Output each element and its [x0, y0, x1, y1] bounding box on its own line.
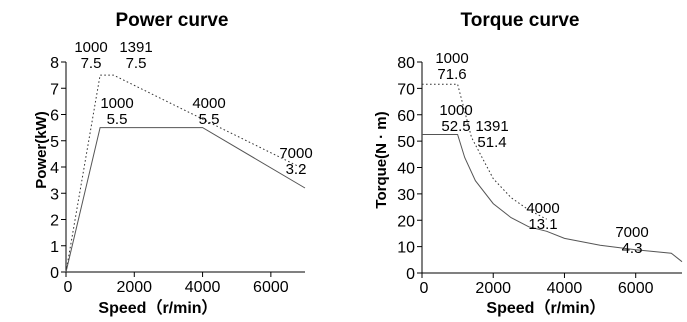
t-x-tick-label: 4000: [547, 280, 583, 297]
t-y-tick-label: 30: [397, 187, 415, 204]
p-y-tick-label: 7: [50, 81, 59, 98]
p-y-tick-label: 8: [50, 55, 59, 72]
t-y-tick-label: 0: [406, 266, 415, 283]
torque-y-axis-label: Torque(N · m): [373, 111, 390, 208]
p-annotation: 1000 5.5: [100, 95, 133, 128]
power-x-axis-label: Speed（r/min）: [98, 299, 217, 317]
p-annotation: 7000 3.2: [279, 145, 312, 178]
p-annotation: 1000 7.5: [74, 39, 107, 72]
t-y-tick-label: 10: [397, 240, 415, 257]
t-x-tick-label: 0: [420, 280, 429, 297]
p-y-tick-label: 4: [50, 160, 59, 177]
p-annotation: 1391 7.5: [119, 39, 152, 72]
p-y-tick-label: 3: [50, 186, 59, 203]
power-chart-title: Power curve: [116, 10, 229, 31]
torque-chart: Torque curve Torque(N · m) Speed（r/min） …: [373, 10, 683, 317]
t-annotation: 1000 52.5: [439, 102, 472, 135]
t-x-tick-label: 2000: [475, 280, 511, 297]
torque-rated-curve: [422, 134, 683, 263]
torque-x-axis-label: Speed（r/min）: [486, 299, 605, 317]
p-x-tick-label: 6000: [253, 279, 289, 296]
t-annotation: 7000 4.3: [615, 224, 648, 257]
t-y-tick-label: 60: [397, 108, 415, 125]
power-rated-curve: [65, 127, 306, 273]
t-y-tick-label: 70: [397, 81, 415, 98]
t-annotation: 1391 51.4: [475, 118, 508, 151]
p-y-tick-label: 5: [50, 134, 59, 151]
power-y-axis-label: Power(kW): [33, 111, 50, 189]
t-y-tick-label: 80: [397, 55, 415, 72]
power-peak-curve: [65, 74, 306, 273]
torque-peak-curve: [422, 83, 547, 220]
t-annotation: 1000 71.6: [435, 50, 468, 83]
p-annotation: 4000 5.5: [192, 95, 225, 128]
t-y-tick-label: 20: [397, 213, 415, 230]
t-annotation: 4000 13.1: [526, 200, 559, 233]
p-y-tick-label: 0: [50, 265, 59, 282]
p-x-tick-label: 0: [64, 279, 73, 296]
p-y-tick-label: 2: [50, 213, 59, 230]
p-y-tick-label: 6: [50, 108, 59, 125]
p-x-tick-label: 2000: [116, 279, 152, 296]
p-y-tick-label: 1: [50, 239, 59, 256]
t-y-tick-label: 40: [397, 161, 415, 178]
torque-chart-title: Torque curve: [461, 10, 580, 31]
p-x-tick-label: 4000: [185, 279, 221, 296]
power-chart: Power curve Power(kW) Speed（r/min） 0 1 2 3 4…: [33, 10, 313, 317]
t-x-tick-label: 6000: [618, 280, 654, 297]
t-y-tick-label: 50: [397, 134, 415, 151]
